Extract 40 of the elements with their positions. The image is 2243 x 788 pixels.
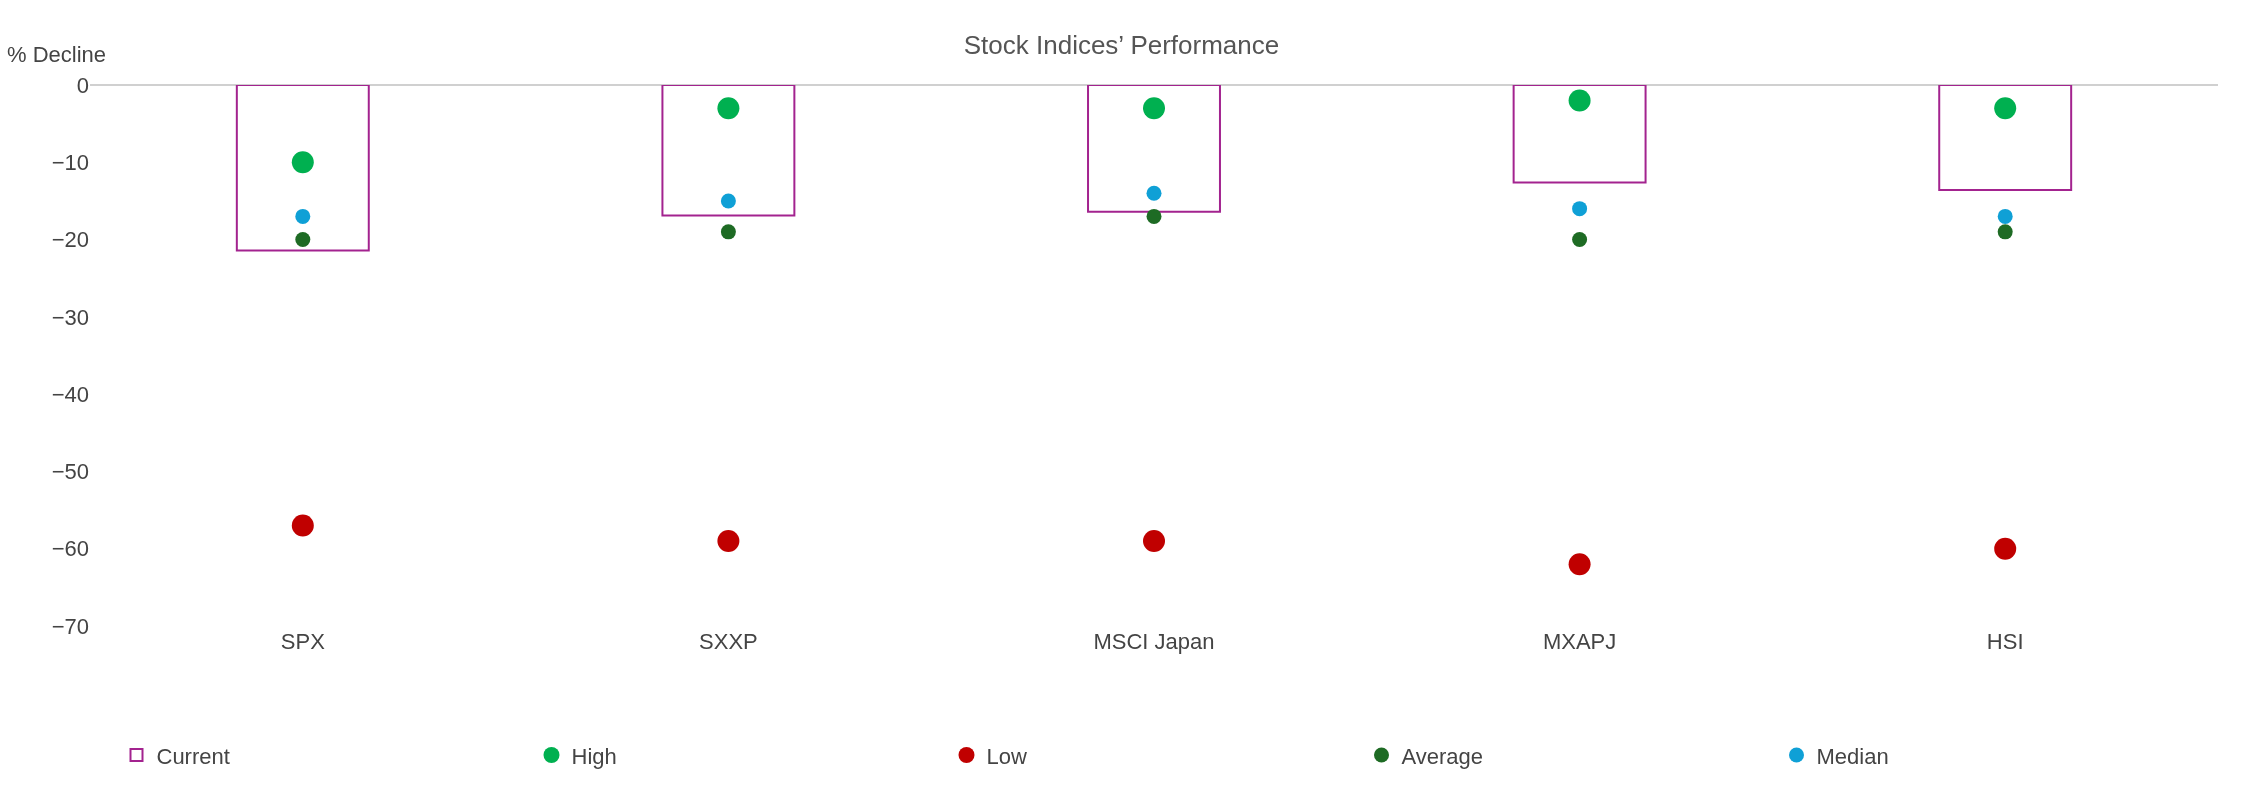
x-tick-label: SXXP	[699, 629, 758, 654]
legend-label: Median	[1816, 743, 1889, 769]
point	[1994, 97, 2017, 120]
y-tick-label: −40	[51, 381, 89, 407]
x-tick-label: SPX	[280, 629, 326, 654]
point	[291, 514, 314, 537]
point	[1997, 208, 2013, 224]
x-tick-label: MSCI Japan	[1093, 629, 1215, 654]
y-axis-title: % Decline	[7, 42, 107, 67]
point	[295, 208, 311, 224]
point	[1994, 537, 2017, 560]
point	[1568, 89, 1591, 112]
y-tick-label: −30	[51, 304, 89, 330]
point	[717, 529, 740, 552]
legend-label: Average	[1401, 743, 1484, 769]
legend-label: Low	[986, 743, 1027, 769]
chart-title: Stock Indices’ Performance	[963, 29, 1280, 60]
x-tick-label: HSI	[1986, 629, 2024, 654]
point	[720, 224, 736, 240]
y-tick-label: −50	[51, 459, 89, 485]
point	[1572, 232, 1588, 248]
point	[717, 97, 740, 120]
point	[1146, 185, 1162, 201]
point	[1997, 224, 2013, 240]
legend-label: High	[571, 743, 617, 769]
point	[1572, 201, 1588, 217]
legend-label: Current	[156, 743, 230, 769]
point	[1146, 208, 1162, 224]
y-tick-label: −70	[51, 613, 89, 639]
y-tick-label: −10	[51, 149, 89, 175]
point	[295, 232, 311, 248]
point	[1143, 529, 1165, 552]
point	[291, 151, 314, 174]
point	[720, 193, 736, 209]
y-tick-label: −20	[51, 227, 89, 253]
point	[1568, 553, 1591, 576]
y-tick-label: −60	[51, 536, 89, 562]
x-tick-label: MXAPJ	[1542, 629, 1617, 654]
y-tick-label: 0	[76, 72, 89, 98]
point	[1143, 97, 1165, 120]
